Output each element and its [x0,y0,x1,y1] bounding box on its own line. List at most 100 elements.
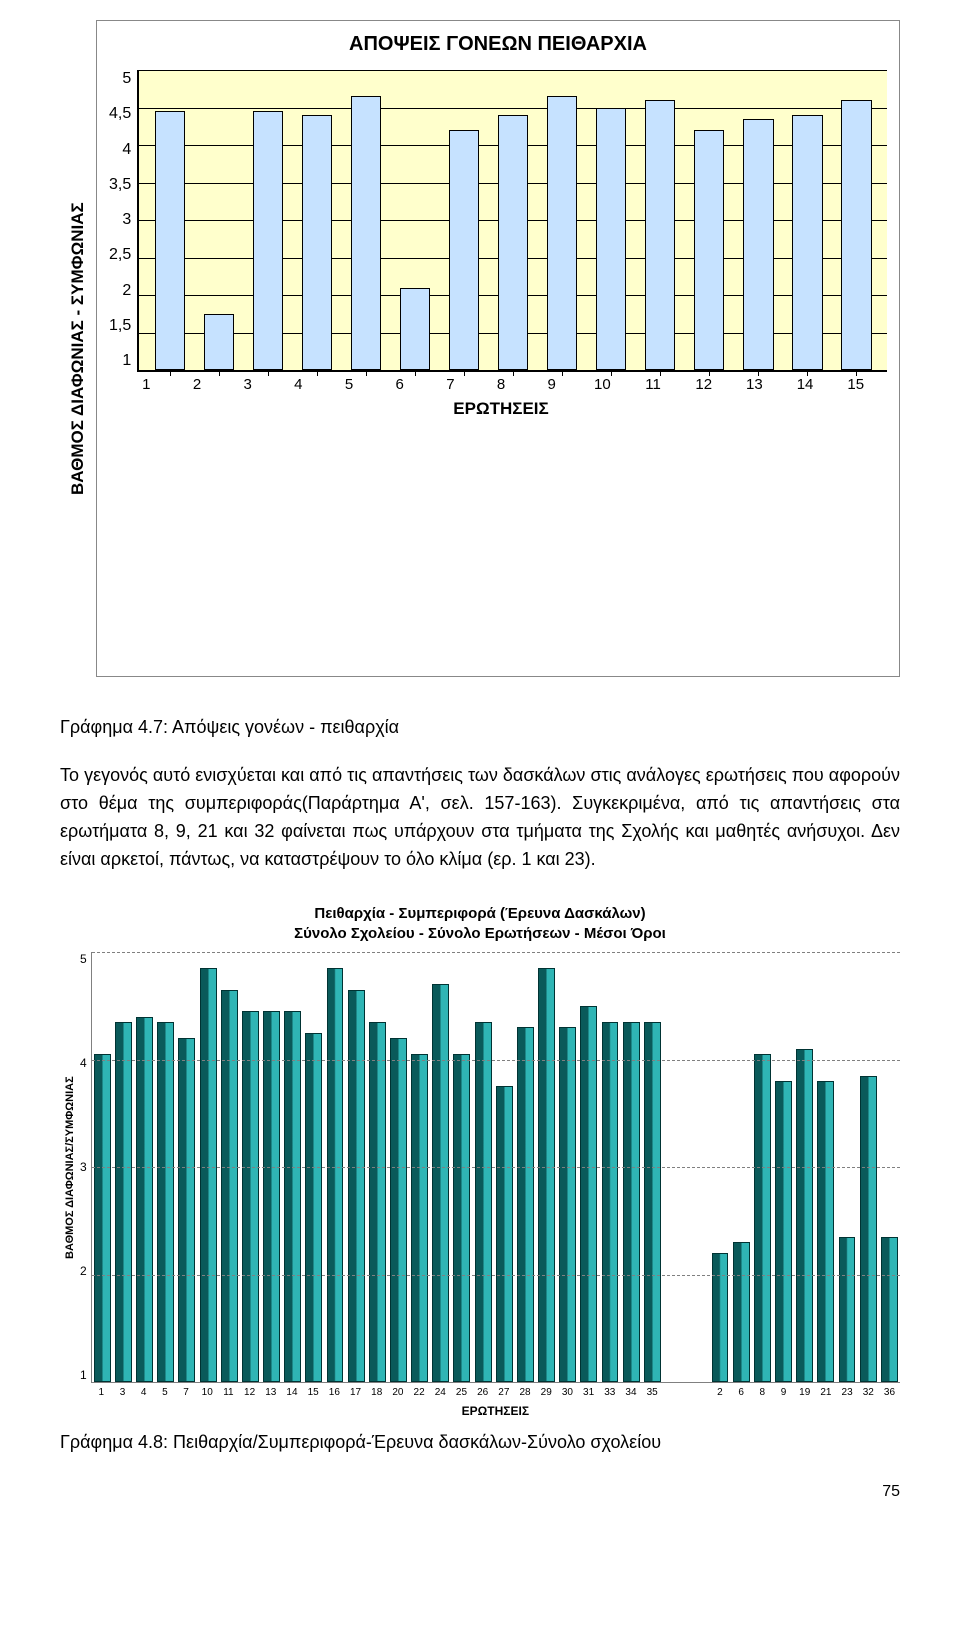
chart2-bar [602,1022,619,1382]
chart2-gridline [92,952,900,953]
chart2-xtick: 34 [620,1387,641,1398]
chart2-bar [221,990,238,1382]
chart1-xtick-mark [562,370,563,376]
body-paragraph: Το γεγονός αυτό ενισχύεται και από τις α… [60,762,900,874]
caption-chart2: Γράφημα 4.8: Πειθαρχία/Συμπεριφορά-Έρευν… [60,1432,900,1453]
chart1-frame: ΑΠΟΨΕΙΣ ΓΟΝΕΩΝ ΠΕΙΘΑΡΧΙΑ 54,543,532,521,… [96,20,900,677]
chart2-bar [305,1033,322,1382]
chart1-xtick-mark [709,370,710,376]
chart2-bar [115,1022,132,1382]
chart2-bar [369,1022,386,1382]
chart1-bar-slot [390,70,439,370]
chart1-xtick: 7 [425,376,476,393]
chart2-gridline [92,1060,900,1061]
chart2-ytick: 3 [80,1160,87,1174]
chart1-xtick: 1 [121,376,172,393]
chart1-xtick: 10 [577,376,628,393]
chart2-bar [411,1054,428,1382]
chart2-bar [538,968,555,1382]
chart2-bar [881,1237,898,1382]
chart2-bar [517,1027,534,1382]
chart2-xtick: 30 [557,1387,578,1398]
chart2-bar [432,984,449,1382]
chart1-bar-slot [636,70,685,370]
chart2-xtick: 15 [303,1387,324,1398]
chart1-bar [449,130,479,370]
chart2-xtick: 18 [366,1387,387,1398]
chart2-xtick: 3 [112,1387,133,1398]
chart1-xtick: 6 [374,376,425,393]
chart1-bar [302,115,332,370]
chart2-title-line1: Πειθαρχία - Συμπεριφορά (Έρευνα Δασκάλων… [314,905,645,922]
chart2-xtick: 5 [154,1387,175,1398]
chart2-ylabel: ΒΑΘΜΟΣ ΔΙΑΦΩΝΙΑΣ/ΣΥΜΦΩΝΙΑΣ [60,952,80,1383]
chart1-bar [596,108,626,371]
chart1-bar [253,111,283,370]
chart1-bar-slot [685,70,734,370]
chart2-xtick: 21 [815,1387,836,1398]
chart2-bar [775,1081,792,1382]
chart2-xtick: 1 [91,1387,112,1398]
chart1-xtick: 8 [476,376,527,393]
chart2-xtick: 36 [879,1387,900,1398]
chart2-bar [453,1054,470,1382]
chart1-plot [137,70,887,372]
chart1-bar-slot [587,70,636,370]
chart2-bar [284,1011,301,1382]
chart1-xtick: 12 [678,376,729,393]
chart2-bar [496,1086,513,1382]
chart1-xtick: 2 [172,376,223,393]
chart2-ytick: 4 [80,1056,87,1070]
chart2-bar [178,1038,195,1382]
chart2-xtick: 7 [175,1387,196,1398]
chart2-xtick: 32 [858,1387,879,1398]
chart2-xtick: 11 [218,1387,239,1398]
chart2-xtick: 24 [430,1387,451,1398]
chart2-bar [817,1081,834,1382]
chart1-ytick: 3,5 [109,176,131,194]
caption-chart1: Γράφημα 4.7: Απόψεις γονέων - πειθαρχία [60,717,900,738]
chart1-xtick-mark [660,370,661,376]
chart2-xtick: 12 [239,1387,260,1398]
chart1-bar [351,96,381,370]
chart1-bar [400,288,430,371]
page-number: 75 [60,1483,900,1501]
chart1-bar-slot [734,70,783,370]
chart1-bar [204,314,234,370]
chart1-xtick: 11 [628,376,679,393]
chart1-bar-slot [489,70,538,370]
chart2-bar [839,1237,856,1382]
chart2-ytick: 1 [80,1368,87,1382]
chart2-xtick: 29 [536,1387,557,1398]
chart2-ytick: 5 [80,952,87,966]
chart1-xtick: 9 [526,376,577,393]
chart2-xticks: 1345710111213141516171820222425262728293… [91,1383,900,1398]
chart1-xtick: 3 [222,376,273,393]
chart2-xtick: 35 [642,1387,663,1398]
chart2-bar [796,1049,813,1382]
chart2-xtick: 9 [773,1387,794,1398]
chart1-bar-slot [243,70,292,370]
chart1-bar [743,119,773,370]
chart2-xtick: 20 [387,1387,408,1398]
chart1-bar [645,100,675,370]
chart2-bar [136,1017,153,1383]
chart1-xtick-mark [317,370,318,376]
chart2-title: Πειθαρχία - Συμπεριφορά (Έρευνα Δασκάλων… [60,904,900,945]
chart2-xtick: 2 [709,1387,730,1398]
chart2-bar [348,990,365,1382]
chart1-ytick: 4 [122,141,131,159]
chart2-bar [390,1038,407,1382]
chart2-xtick: 26 [472,1387,493,1398]
chart2-bar [580,1006,597,1382]
chart2-bar [733,1242,750,1382]
chart1-ytick: 5 [122,70,131,88]
chart2-title-line2: Σύνολο Σχολείου - Σύνολο Ερωτήσεων - Μέσ… [294,925,666,942]
chart2-bar [712,1253,729,1382]
chart2-bar [754,1054,771,1382]
chart1-xtick-mark [856,370,857,376]
chart1-bar-slot [538,70,587,370]
chart1-bar [498,115,528,370]
chart1-xtick-mark [415,370,416,376]
chart1-xticks: 123456789101112131415 [115,372,887,393]
